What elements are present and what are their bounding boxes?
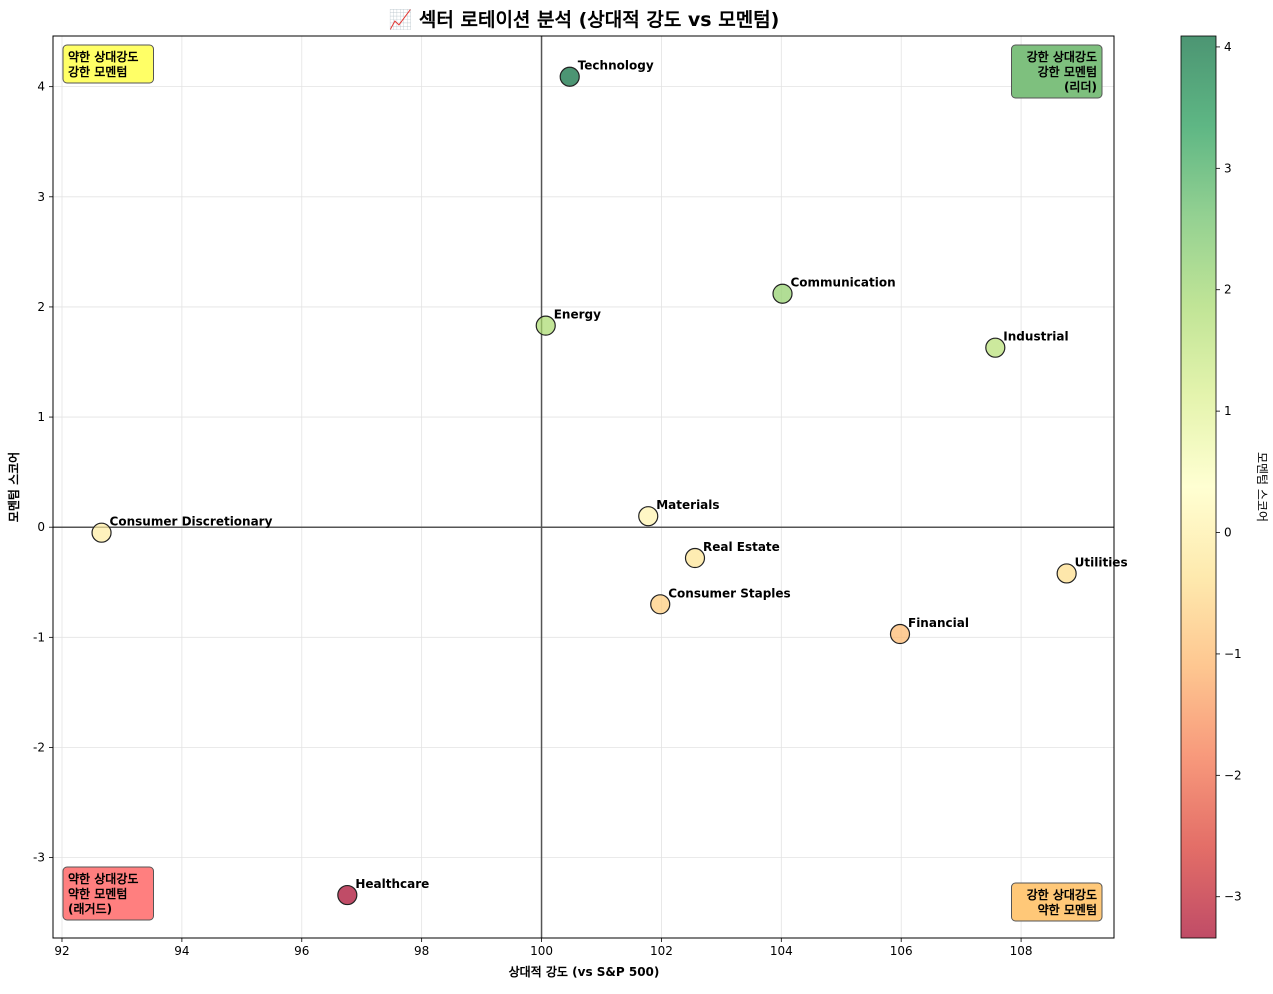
data-point-label: Consumer Staples (668, 586, 790, 600)
colorbar-ticks: −3 −2 −1 0 1 2 3 4 (1216, 40, 1242, 904)
colorbar-tick-label: 0 (1224, 526, 1232, 540)
data-point-label: Financial (908, 616, 969, 630)
x-tick-label: 106 (890, 944, 913, 958)
colorbar-label: 모멘텀 스코어 (1255, 452, 1269, 522)
quadrant-label-text: (래거드) (68, 901, 112, 916)
data-point (535, 315, 556, 336)
quadrant-label-text: 약한 상대강도 (68, 49, 138, 64)
colorbar-tick-label: −2 (1224, 768, 1242, 782)
quadrant-label-text: 강한 상대강도 (1027, 49, 1097, 64)
data-point-label: Consumer Discretionary (110, 515, 273, 529)
quadrant-label-text: 약한 모멘텀 (1038, 902, 1097, 917)
data-point (889, 623, 911, 645)
data-point (772, 283, 793, 304)
x-axis-ticks: 92 94 96 98 100 102 104 106 108 (54, 938, 1033, 958)
data-point-label: Communication (791, 276, 896, 290)
y-tick-label: 1 (37, 410, 45, 424)
y-axis-ticks: -3 -2 -1 0 1 2 3 4 (33, 80, 53, 865)
y-tick-label: -3 (33, 851, 45, 865)
y-tick-label: -1 (33, 630, 45, 644)
quadrant-label-box (1011, 882, 1103, 922)
data-point-label: Real Estate (703, 540, 780, 554)
y-tick-label: 2 (37, 300, 45, 314)
quadrant-label-box (62, 44, 154, 84)
colorbar-tick-label: −1 (1224, 647, 1242, 661)
quadrant-label-text: 약한 상대강도 (68, 871, 138, 886)
colorbar-tick-label: 1 (1224, 404, 1232, 418)
quadrant-label-box (62, 866, 154, 921)
data-point (337, 884, 358, 906)
reference-lines (53, 36, 1114, 938)
quadrant-label-text: 강한 모멘텀 (1038, 64, 1097, 79)
data-points: Technology Communication Energy Industrial C… (91, 59, 1128, 906)
grid (53, 36, 1114, 938)
x-tick-label: 94 (174, 944, 189, 958)
x-tick-label: 98 (414, 944, 429, 958)
plot-frame (52, 35, 1115, 939)
data-point-label: Materials (656, 498, 719, 512)
x-tick-label: 102 (650, 944, 673, 958)
colorbar-tick-label: 2 (1224, 283, 1232, 297)
data-point (638, 506, 659, 527)
y-tick-label: 0 (37, 520, 45, 534)
quadrant-label-text: 강한 상대강도 (1027, 887, 1097, 902)
data-point (91, 522, 112, 543)
chart-title: 📈 섹터 로테이션 분석 (상대적 강도 vs 모멘텀) (389, 8, 780, 31)
data-point-label: Energy (554, 308, 601, 322)
data-point-label: Industrial (1003, 330, 1068, 344)
data-point-label: Technology (578, 59, 654, 73)
quadrant-label-text: 강한 모멘텀 (68, 64, 127, 79)
y-axis-label: 모멘텀 스코어 (6, 452, 21, 522)
data-point (1056, 563, 1077, 584)
y-tick-label: -2 (33, 740, 45, 754)
colorbar-tick-label: −3 (1224, 890, 1242, 904)
x-tick-label: 96 (294, 944, 309, 958)
colorbar-tick-label: 4 (1224, 40, 1232, 54)
x-tick-label: 92 (54, 944, 69, 958)
data-point (650, 594, 671, 615)
data-point (684, 547, 706, 569)
x-tick-label: 104 (770, 944, 793, 958)
x-axis-label: 상대적 강도 (vs S&P 500) (509, 964, 660, 979)
data-point-label: Utilities (1075, 555, 1128, 569)
quadrant-label-text: 약한 모멘텀 (68, 886, 127, 901)
quadrant-label-text: (리더) (1064, 79, 1097, 94)
data-point (559, 66, 580, 87)
colorbar (1180, 35, 1217, 939)
x-tick-label: 108 (1010, 944, 1033, 958)
quadrant-label-box (1011, 44, 1103, 99)
y-tick-label: 3 (37, 190, 45, 204)
x-tick-label: 100 (530, 944, 553, 958)
colorbar-tick-label: 3 (1224, 161, 1232, 175)
y-tick-label: 4 (37, 80, 45, 94)
data-point-label: Healthcare (355, 877, 429, 891)
data-point (985, 337, 1006, 358)
